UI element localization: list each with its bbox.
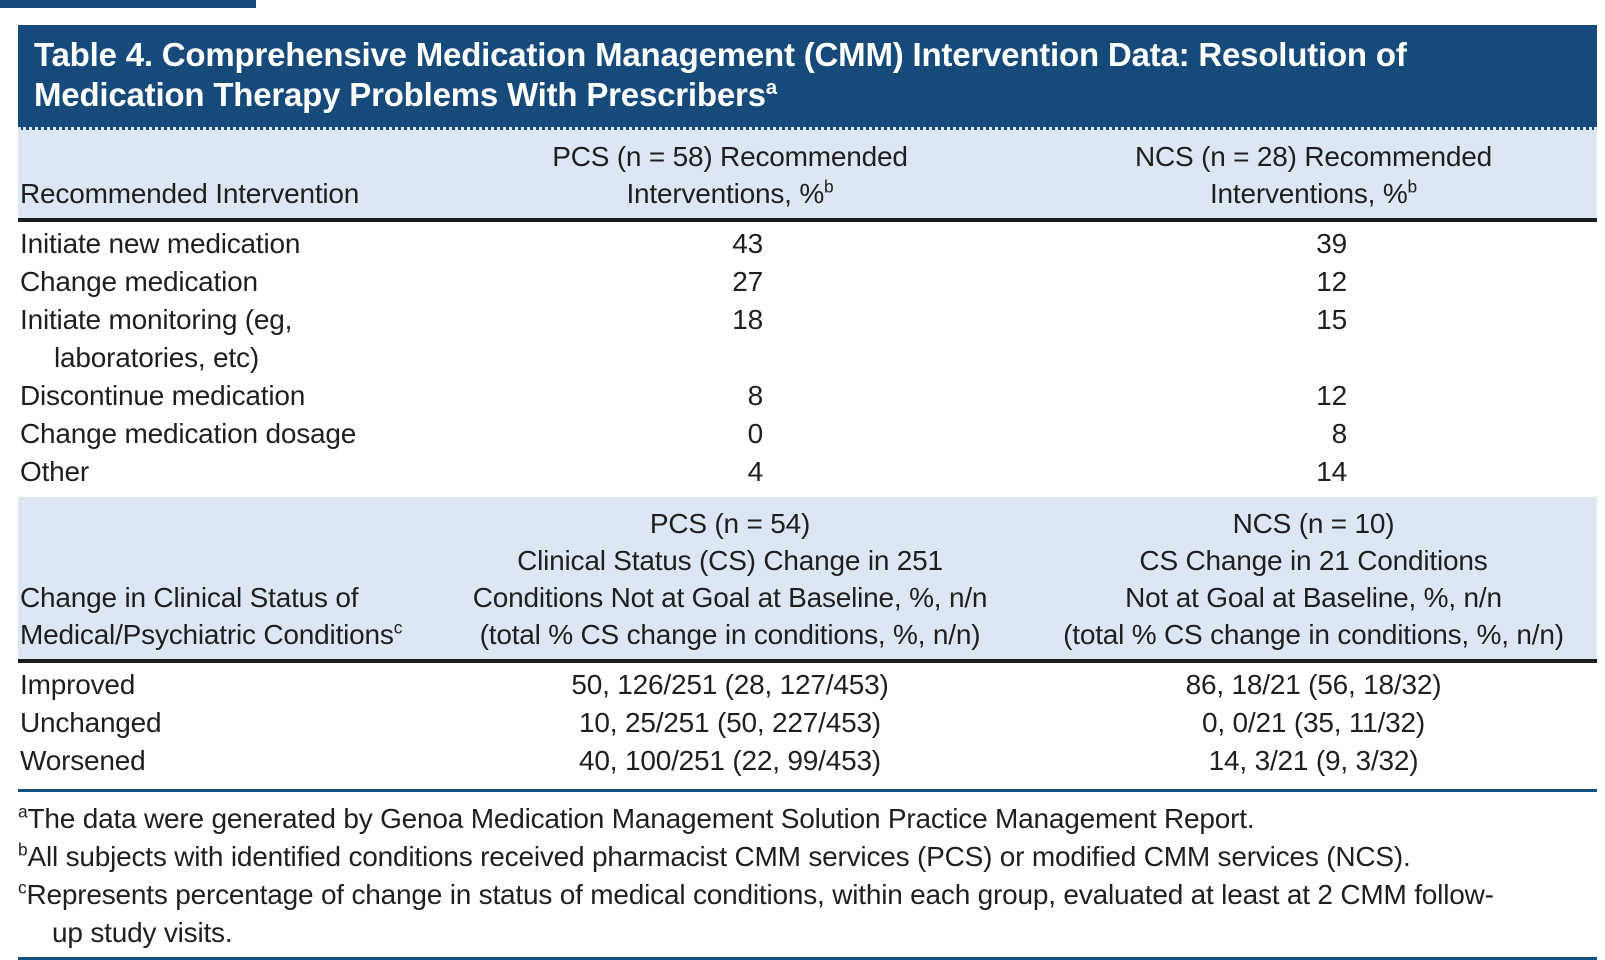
pcs2-header-line4: (total % CS change in conditions, %, n/n… [479, 619, 981, 650]
pcs-header-line1: PCS (n = 58) Recommended [552, 141, 908, 172]
pcs2-header-line3: Conditions Not at Goal at Baseline, %, n… [472, 582, 988, 613]
footnote-c-marker: c [18, 877, 27, 898]
section2-row-header: Change in Clinical Status of Medical/Psy… [18, 497, 430, 659]
pcs-header-line2: Interventions, %b [430, 175, 1030, 212]
pcs-value: 27 [732, 266, 763, 297]
ncs-header-line2: Interventions, %b [1030, 175, 1597, 212]
ncs2-header-line2: CS Change in 21 Conditions [1139, 545, 1488, 576]
footnote-a: aThe data were generated by Genoa Medica… [18, 800, 1597, 838]
ncs-value: 12 [1316, 380, 1347, 411]
ncs2-header-line1: NCS (n = 10) [1232, 508, 1395, 539]
table-row: Initiate new medication 43 39 [18, 225, 1597, 263]
footnote-c: cRepresents percentage of change in stat… [18, 876, 1597, 914]
pcs-value: 8 [747, 380, 764, 411]
table-title-footnote-marker: a [765, 76, 777, 99]
footnote-b: bAll subjects with identified conditions… [18, 838, 1597, 876]
section2-row-header-line1: Change in Clinical Status of [20, 582, 359, 613]
ncs2-header-line4: (total % CS change in conditions, %, n/n… [1063, 619, 1564, 650]
row-label: Change medication [20, 266, 258, 297]
section2-header-band: Change in Clinical Status of Medical/Psy… [18, 497, 1597, 663]
pcs-value: 4 [747, 456, 764, 487]
table-row: Improved 50, 126/251 (28, 127/453) 86, 1… [18, 666, 1597, 704]
section2-row-header-lines: Change in Clinical Status of Medical/Psy… [20, 579, 402, 653]
table-bottom-rule [18, 789, 1597, 792]
section2-rows: Improved 50, 126/251 (28, 127/453) 86, 1… [18, 663, 1597, 786]
section1-header-band: Recommended Intervention PCS (n = 58) Re… [18, 130, 1597, 222]
pcs-header-line2-text: Interventions, % [626, 178, 825, 209]
ncs-value: 15 [1316, 304, 1347, 335]
row-label: Discontinue medication [20, 380, 306, 411]
section1-row-header: Recommended Intervention [20, 178, 360, 209]
pcs-value: 50, 126/251 (28, 127/453) [571, 669, 889, 700]
table-4: Table 4. Comprehensive Medication Manage… [18, 25, 1597, 960]
table-row: Change medication dosage 0 8 [18, 415, 1597, 453]
row-label: Initiate new medication [20, 228, 301, 259]
table-title-bar: Table 4. Comprehensive Medication Manage… [18, 25, 1597, 130]
row-label: Initiate monitoring (eg, laboratories, e… [18, 301, 430, 377]
table-title-line2-text: Medication Therapy Problems With Prescri… [34, 76, 766, 113]
ncs-value: 14 [1316, 456, 1347, 487]
section2-col-header-pcs: PCS (n = 54) Clinical Status (CS) Change… [430, 497, 1030, 659]
pcs-value: 0 [747, 418, 764, 449]
row-label: Unchanged [20, 707, 162, 738]
section1-col-header-ncs: NCS (n = 28) Recommended Interventions, … [1030, 130, 1597, 218]
ncs-value: 12 [1316, 266, 1347, 297]
section2-row-header-line2: Medical/Psychiatric Conditionsc [20, 616, 402, 653]
section2-row-header-footnote-marker: c [393, 617, 403, 638]
footnote-a-text: The data were generated by Genoa Medicat… [27, 803, 1255, 834]
table-row: Worsened 40, 100/251 (22, 99/453) 14, 3/… [18, 742, 1597, 780]
table-row: Change medication 27 12 [18, 263, 1597, 301]
pcs2-header-line2: Clinical Status (CS) Change in 251 [517, 545, 943, 576]
table-title-line2: Medication Therapy Problems With Prescri… [34, 75, 1581, 115]
row-label: Other [20, 456, 90, 487]
row-label: Improved [20, 669, 136, 700]
pcs-value: 18 [732, 304, 763, 335]
table-title-line1: Table 4. Comprehensive Medication Manage… [34, 36, 1407, 73]
table-row: Unchanged 10, 25/251 (50, 227/453) 0, 0/… [18, 704, 1597, 742]
row-label: Worsened [20, 745, 146, 776]
ncs-value: 8 [1331, 418, 1348, 449]
ncs-header-footnote-marker: b [1407, 176, 1418, 197]
footnote-a-marker: a [18, 801, 28, 822]
section1-rows: Initiate new medication 43 39 Change med… [18, 222, 1597, 497]
ncs-value: 0, 0/21 (35, 11/32) [1202, 707, 1425, 738]
section2-row-header-line2-text: Medical/Psychiatric Conditions [20, 619, 394, 650]
footnote-c-text: Represents percentage of change in statu… [26, 879, 1494, 910]
ncs-header-line1: NCS (n = 28) Recommended [1134, 141, 1493, 172]
table-footnotes: aThe data were generated by Genoa Medica… [18, 792, 1597, 952]
pcs-value: 40, 100/251 (22, 99/453) [579, 745, 881, 776]
ncs-value: 14, 3/21 (9, 3/32) [1208, 745, 1419, 776]
ncs-header-line2-text: Interventions, % [1209, 178, 1408, 209]
section1-col-header-pcs: PCS (n = 58) Recommended Interventions, … [430, 130, 1030, 218]
page-fragment-bar [0, 0, 256, 8]
table-row: Discontinue medication 8 12 [18, 377, 1597, 415]
row-label-line1: Initiate monitoring (eg, [20, 304, 293, 335]
pcs-value: 10, 25/251 (50, 227/453) [579, 707, 881, 738]
row-label-line2: laboratories, etc) [54, 342, 259, 373]
table-row: Initiate monitoring (eg, laboratories, e… [18, 301, 1597, 377]
footnote-b-text: All subjects with identified conditions … [27, 841, 1411, 872]
pcs2-header-line1: PCS (n = 54) [649, 508, 811, 539]
ncs-value: 86, 18/21 (56, 18/32) [1185, 669, 1442, 700]
footnote-b-marker: b [18, 839, 28, 860]
ncs-value: 39 [1316, 228, 1347, 259]
pcs-header-footnote-marker: b [824, 176, 834, 197]
section2-col-header-ncs: NCS (n = 10) CS Change in 21 Conditions … [1030, 497, 1597, 659]
table-row: Other 4 14 [18, 453, 1597, 491]
pcs-value: 43 [732, 228, 763, 259]
ncs2-header-line3: Not at Goal at Baseline, %, n/n [1125, 582, 1502, 613]
footnote-c-continuation: up study visits. [52, 917, 233, 948]
row-label: Change medication dosage [20, 418, 357, 449]
